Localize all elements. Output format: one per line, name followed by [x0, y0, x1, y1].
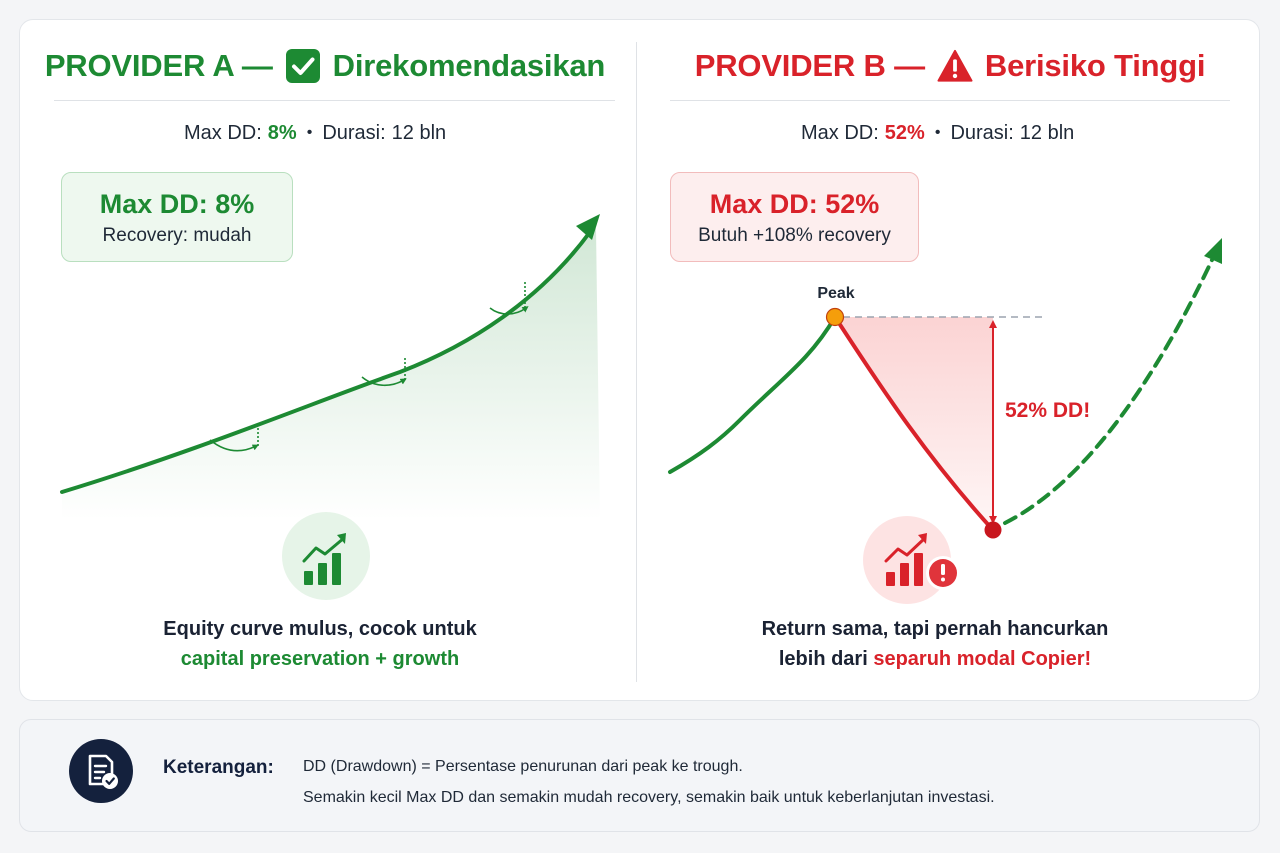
provider-b-stats: Max DD: 52% • Durasi: 12 bln — [801, 120, 1074, 146]
caption-line-1: Return sama, tapi pernah hancurkan — [761, 618, 1109, 640]
max-dd-label: Max DD: — [184, 121, 262, 144]
legend-definition: DD (Drawdown) = Persentase penurunan dar… — [303, 758, 743, 775]
provider-b-name: PROVIDER B — — [694, 48, 925, 83]
check-box-icon — [285, 48, 321, 84]
provider-a-title: PROVIDER A — Direkomendasikan — [40, 44, 610, 88]
stats-separator: • — [306, 124, 313, 141]
legend-card: Keterangan: DD (Drawdown) = Persentase p… — [19, 719, 1260, 832]
provider-a-callout: Max DD: 8% Recovery: mudah — [61, 172, 293, 262]
callout-subline: Recovery: mudah — [102, 225, 252, 246]
provider-a-status: Direkomendasikan — [332, 48, 606, 83]
caption-line-1: Equity curve mulus, cocok untuk — [163, 618, 477, 640]
duration-label: Durasi: — [950, 121, 1014, 144]
caption-line-2: capital preservation + growth — [180, 648, 460, 670]
caption-line-2-prefix: lebih dari — [778, 648, 868, 670]
panel-divider — [636, 42, 637, 682]
provider-b-status: Berisiko Tinggi — [984, 48, 1206, 83]
max-dd-value: 52% — [884, 121, 925, 144]
legend-title: Keterangan: — [163, 757, 274, 778]
callout-headline: Max DD: 8% — [99, 189, 255, 219]
legend-advice: Semakin kecil Max DD dan semakin mudah r… — [303, 789, 995, 806]
provider-b-caption: Return sama, tapi pernah hancurkan lebih… — [700, 614, 1170, 674]
max-dd-value: 8% — [267, 121, 297, 144]
warning-triangle-icon — [937, 48, 973, 84]
provider-b-callout: Max DD: 52% Butuh +108% recovery — [670, 172, 919, 262]
stats-separator: • — [934, 124, 941, 141]
duration-value: 12 bln — [1019, 121, 1075, 144]
duration-label: Durasi: — [322, 121, 386, 144]
callout-headline: Max DD: 52% — [709, 189, 880, 219]
provider-a-rule — [54, 100, 615, 101]
callout-subline: Butuh +108% recovery — [698, 225, 891, 246]
provider-b-title: PROVIDER B — Berisiko Tinggi — [670, 44, 1230, 88]
max-dd-label: Max DD: — [801, 121, 879, 144]
caption-line-2-highlight: separuh modal Copier! — [873, 648, 1092, 670]
duration-value: 12 bln — [391, 121, 447, 144]
provider-a-caption: Equity curve mulus, cocok untuk capital … — [100, 614, 540, 674]
document-check-icon — [69, 739, 133, 803]
provider-b-rule — [670, 100, 1230, 101]
provider-a-stats: Max DD: 8% • Durasi: 12 bln — [184, 120, 446, 146]
provider-a-name: PROVIDER A — — [44, 48, 273, 83]
